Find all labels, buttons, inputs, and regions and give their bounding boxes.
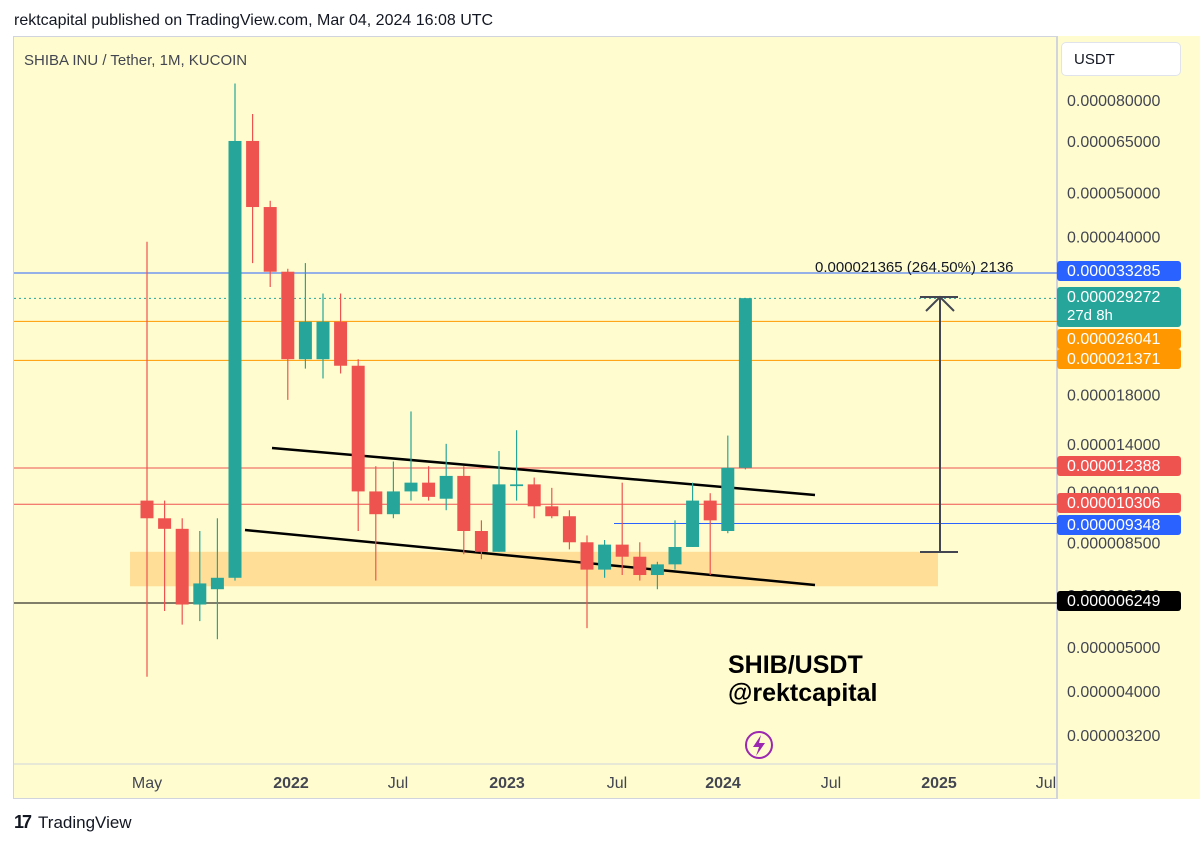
chart-pane[interactable]	[13, 36, 1057, 799]
y-tick-label: 0.000014000	[1067, 437, 1161, 454]
measure-arrow-head	[925, 295, 955, 312]
price-tag-5	[1057, 493, 1181, 513]
candle-body-2023-04	[545, 506, 559, 517]
candle-body-2021-06	[158, 518, 172, 529]
price-tag-sub-1: 27d 8h	[1067, 307, 1113, 324]
candle-body-2022-01	[281, 271, 295, 360]
price-tag-label-3: 0.000021371	[1067, 351, 1161, 368]
price-tag-label-0: 0.000033285	[1067, 263, 1161, 280]
price-tag-2	[1057, 329, 1181, 349]
price-tag-label-2: 0.000026041	[1067, 331, 1161, 348]
measure-label: 0.000021365 (264.50%) 2136	[815, 259, 1014, 276]
candle-body-2023-03	[527, 484, 541, 507]
candle-body-2023-09	[633, 556, 647, 576]
watermark-pair: SHIB/USDT	[728, 651, 863, 679]
candle-body-2023-07	[598, 544, 612, 570]
y-tick-label: 0.000040000	[1067, 230, 1161, 247]
y-tick-label: 0.000018000	[1067, 387, 1161, 404]
candle-body-2024-01	[703, 500, 717, 521]
x-tick-label: 2022	[273, 775, 309, 792]
candle-body-2021-08	[193, 583, 207, 605]
x-tick-label: 2024	[705, 775, 741, 792]
x-tick-label: 2025	[921, 775, 957, 792]
price-tag-0	[1057, 261, 1181, 281]
candle-body-2022-11	[457, 475, 471, 532]
channel-lower-trendline	[244, 528, 816, 587]
watermark-handle: @rektcapital	[728, 679, 878, 707]
candle-body-2021-12	[263, 207, 277, 272]
candle-body-2022-04	[334, 321, 348, 366]
price-tag-label-5: 0.000010306	[1067, 495, 1161, 512]
y-tick-label: 0.000008500	[1067, 535, 1161, 552]
price-tag-label-4: 0.000012388	[1067, 458, 1161, 475]
y-tick-label: 0.000050000	[1067, 186, 1161, 203]
currency-button[interactable]: USDT	[1061, 42, 1181, 76]
candle-body-2021-11	[246, 140, 260, 208]
publish-header: rektcapital published on TradingView.com…	[14, 12, 494, 29]
candle-body-2022-10	[439, 475, 453, 499]
candle-body-2021-09	[210, 577, 224, 590]
candle-body-2023-08	[615, 544, 629, 557]
candle-body-2023-02	[510, 484, 524, 487]
price-tag-4	[1057, 456, 1181, 476]
x-tick-label: Jul	[1036, 775, 1056, 792]
x-tick-label: Jul	[388, 775, 408, 792]
candle-body-2021-05	[140, 500, 154, 519]
price-scale[interactable]	[1057, 36, 1200, 799]
price-tag-1	[1057, 287, 1181, 327]
lightning-icon	[745, 731, 773, 759]
candle-body-2024-03	[738, 298, 752, 468]
price-tag-3	[1057, 349, 1181, 369]
candle-body-2023-12	[686, 500, 700, 547]
price-tag-label-6: 0.000009348	[1067, 517, 1161, 534]
candle-body-2023-01	[492, 484, 506, 552]
candle-body-2022-06	[369, 491, 383, 515]
candle-body-2022-08	[404, 482, 418, 492]
x-tick-label: Jul	[821, 775, 841, 792]
candle-body-2023-10	[650, 564, 664, 576]
candle-body-2023-05	[562, 516, 576, 543]
candle-body-2022-05	[351, 365, 365, 492]
candle-body-2021-07	[175, 528, 189, 605]
y-tick-label: 0.000005000	[1067, 640, 1161, 657]
candle-body-2022-07	[386, 491, 400, 515]
footer: 17 TradingView	[14, 812, 132, 833]
price-tag-6	[1057, 515, 1181, 535]
candle-body-2024-02	[721, 467, 735, 532]
candle-body-2023-11	[668, 546, 682, 565]
price-tag-7	[1057, 591, 1181, 611]
x-tick-label: May	[132, 775, 162, 792]
candle-body-2022-09	[422, 482, 436, 497]
candle-body-2022-03	[316, 321, 330, 360]
candle-body-2023-06	[580, 542, 594, 570]
price-tag-label-1: 0.000029272	[1067, 289, 1161, 306]
symbol-title: SHIBA INU / Tether, 1M, KUCOIN	[24, 52, 248, 69]
lightning-icon-bolt	[753, 735, 765, 756]
price-tag-label-7: 0.000006249	[1067, 593, 1161, 610]
y-tick-label: 0.000004000	[1067, 684, 1161, 701]
candle-body-2022-12	[474, 531, 488, 552]
y-tick-label: 0.000003200	[1067, 728, 1161, 745]
tradingview-logo-icon: 17	[14, 812, 32, 832]
y-tick-label: 0.000065000	[1067, 134, 1161, 151]
footer-brand: TradingView	[38, 812, 132, 832]
x-tick-label: 2023	[489, 775, 525, 792]
x-tick-label: Jul	[607, 775, 627, 792]
y-tick-label: 0.000080000	[1067, 93, 1161, 110]
watermark: SHIB/USDT @rektcapital	[728, 651, 877, 707]
candle-body-2022-02	[298, 321, 312, 360]
candle-body-2021-10	[228, 140, 242, 578]
